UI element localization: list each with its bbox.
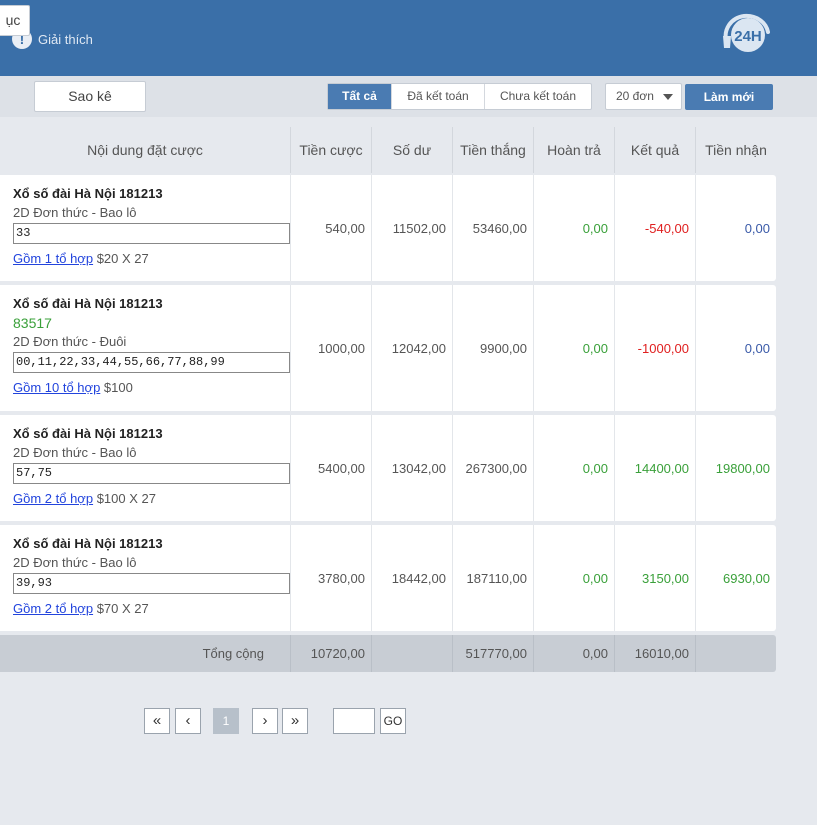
current-page[interactable]: 1 <box>213 708 239 734</box>
logo-text: 24H <box>734 28 762 45</box>
next-page-button[interactable]: › <box>252 708 278 734</box>
go-button[interactable]: GO <box>380 708 406 734</box>
bet-title: Xổ số đài Hà Nội 181213 <box>13 536 163 551</box>
table-header: Nội dung đặt cược Tiền cược Số dư Tiền t… <box>0 127 776 173</box>
combo-detail: $100 X 27 <box>93 491 156 506</box>
last-page-button[interactable]: » <box>282 708 308 734</box>
combo-info: Gồm 2 tổ hợp $70 X 27 <box>13 601 290 616</box>
total-label: Tổng cộng <box>0 635 291 672</box>
stake-cell: 5400,00 <box>291 415 372 521</box>
combo-info: Gồm 2 tổ hợp $100 X 27 <box>13 491 290 506</box>
balance-cell: 12042,00 <box>372 285 453 411</box>
received-cell: 6930,00 <box>723 570 770 586</box>
refresh-button[interactable]: Làm mới <box>685 84 773 110</box>
total-stake: 10720,00 <box>291 635 372 672</box>
tab-unsettled[interactable]: Chưa kết toán <box>499 89 577 103</box>
col-refund: Hoàn trả <box>534 127 615 173</box>
table-row: Xổ số đài Hà Nội 181213 2D Đơn thức - Ba… <box>0 415 776 521</box>
prev-page-button[interactable]: ‹ <box>175 708 201 734</box>
bet-type: 2D Đơn thức - Bao lô <box>13 445 137 460</box>
stake-cell: 540,00 <box>291 175 372 281</box>
received-cell: 0,00 <box>744 220 770 236</box>
caret-down-icon <box>663 94 673 100</box>
combo-info: Gồm 10 tổ hợp $100 <box>13 380 290 395</box>
combo-detail: $70 X 27 <box>93 601 149 616</box>
total-winnings: 517770,00 <box>453 635 534 672</box>
goto-page-input[interactable] <box>333 708 375 734</box>
total-balance <box>372 635 453 672</box>
tab-all[interactable]: Tất cả <box>328 84 392 109</box>
stake-cell: 3780,00 <box>291 525 372 631</box>
winnings-cell: 187110,00 <box>453 525 534 631</box>
table-row: Xổ số đài Hà Nội 181213 83517 2D Đơn thứ… <box>0 285 776 411</box>
page-size-value: 20 đơn <box>616 89 654 103</box>
statement-button[interactable]: Sao kê <box>34 81 146 112</box>
combo-detail: $100 <box>100 380 133 395</box>
col-content: Nội dung đặt cược <box>0 127 291 173</box>
balance-cell: 13042,00 <box>372 415 453 521</box>
top-header: ! Giải thích 24H <box>0 0 817 76</box>
bet-title: Xổ số đài Hà Nội 181213 <box>13 186 163 201</box>
page-size-select[interactable]: 20 đơn <box>605 83 682 110</box>
combo-link[interactable]: Gồm 1 tổ hợp <box>13 251 94 266</box>
balance-cell: 11502,00 <box>372 175 453 281</box>
help-label: Giải thích <box>38 31 93 47</box>
bet-type: 2D Đơn thức - Bao lô <box>13 205 137 220</box>
bet-content: Xổ số đài Hà Nội 181213 2D Đơn thức - Ba… <box>0 415 291 521</box>
total-row: Tổng cộng 10720,00 517770,00 0,00 16010,… <box>0 635 776 672</box>
winning-number: 83517 <box>13 315 52 331</box>
first-page-button[interactable]: « <box>144 708 170 734</box>
bet-content: Xổ số đài Hà Nội 181213 83517 2D Đơn thứ… <box>0 285 291 411</box>
bet-numbers-field[interactable]: 39,93 <box>13 573 290 594</box>
received-cell: 19800,00 <box>715 460 770 476</box>
balance-cell: 18442,00 <box>372 525 453 631</box>
result-cell: -540,00 <box>615 175 696 281</box>
combo-link[interactable]: Gồm 2 tổ hợp <box>13 491 94 506</box>
catalog-button[interactable]: ục <box>0 5 30 36</box>
total-result: 16010,00 <box>615 635 696 672</box>
filter-tabs: Tất cả Đã kết toán Chưa kết toán <box>327 83 592 110</box>
table-row: Xổ số đài Hà Nội 181213 2D Đơn thức - Ba… <box>0 175 776 281</box>
stake-cell: 1000,00 <box>291 285 372 411</box>
refund-cell: 0,00 <box>534 175 615 281</box>
bet-title: Xổ số đài Hà Nội 181213 <box>13 296 163 311</box>
result-cell: 14400,00 <box>615 415 696 521</box>
bet-content: Xổ số đài Hà Nội 181213 2D Đơn thức - Ba… <box>0 525 291 631</box>
col-balance: Số dư <box>372 127 453 173</box>
col-winnings: Tiền thắng <box>453 127 534 173</box>
result-cell: -1000,00 <box>615 285 696 411</box>
col-received: Tiền nhận <box>705 142 767 158</box>
bet-type: 2D Đơn thức - Đuôi <box>13 334 127 349</box>
combo-link[interactable]: Gồm 2 tổ hợp <box>13 601 94 616</box>
combo-info: Gồm 1 tổ hợp $20 X 27 <box>13 251 290 266</box>
total-received <box>696 635 776 672</box>
bet-numbers-field[interactable]: 00,11,22,33,44,55,66,77,88,99 <box>13 352 290 373</box>
bet-numbers-field[interactable]: 33 <box>13 223 290 244</box>
winnings-cell: 9900,00 <box>453 285 534 411</box>
received-cell: 0,00 <box>744 340 770 356</box>
winnings-cell: 53460,00 <box>453 175 534 281</box>
24h-phone-logo-icon[interactable]: 24H <box>718 10 772 60</box>
combo-link[interactable]: Gồm 10 tổ hợp <box>13 380 101 395</box>
total-refund: 0,00 <box>534 635 615 672</box>
refund-cell: 0,00 <box>534 285 615 411</box>
table-row: Xổ số đài Hà Nội 181213 2D Đơn thức - Ba… <box>0 525 776 631</box>
result-cell: 3150,00 <box>615 525 696 631</box>
bet-type: 2D Đơn thức - Bao lô <box>13 555 137 570</box>
combo-detail: $20 X 27 <box>93 251 149 266</box>
col-stake: Tiền cược <box>291 127 372 173</box>
bet-numbers-field[interactable]: 57,75 <box>13 463 290 484</box>
refund-cell: 0,00 <box>534 525 615 631</box>
winnings-cell: 267300,00 <box>453 415 534 521</box>
refund-cell: 0,00 <box>534 415 615 521</box>
bet-title: Xổ số đài Hà Nội 181213 <box>13 426 163 441</box>
tab-settled[interactable]: Đã kết toán <box>392 84 485 109</box>
bet-content: Xổ số đài Hà Nội 181213 2D Đơn thức - Ba… <box>0 175 291 281</box>
col-result: Kết quả <box>615 127 696 173</box>
